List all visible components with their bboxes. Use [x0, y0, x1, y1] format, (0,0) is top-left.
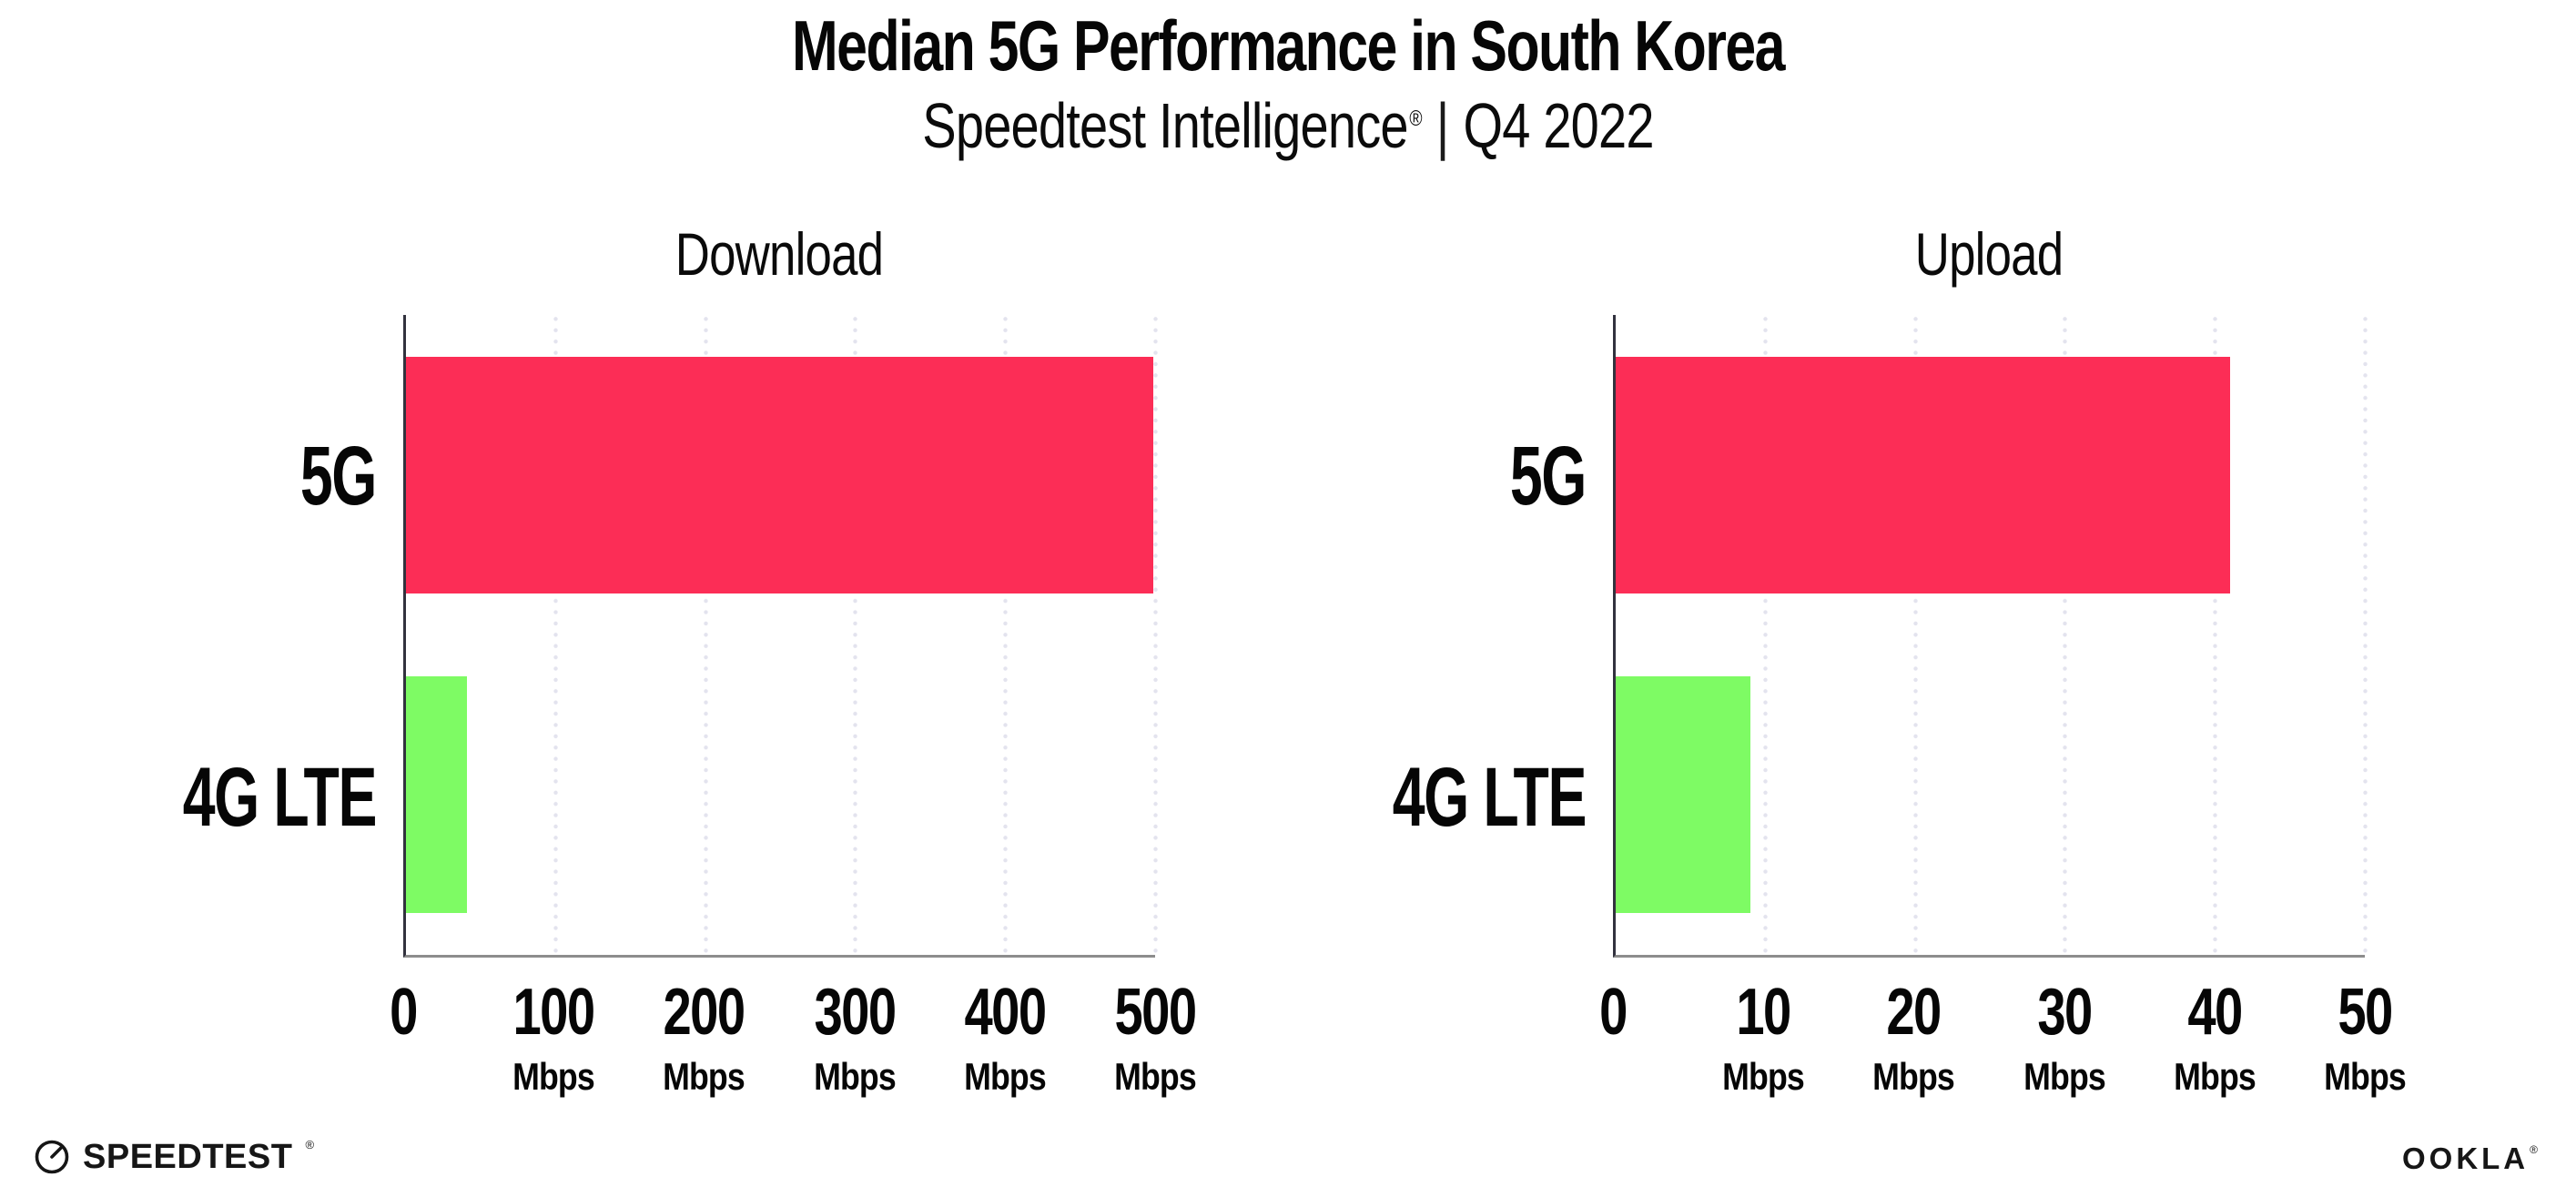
download-chart-title: Download — [675, 224, 1040, 284]
x-tick-400: 400 Mbps — [953, 979, 1057, 1096]
gridline-10 — [1763, 317, 1769, 955]
speedtest-wordmark: SPEEDTEST — [83, 1138, 293, 1176]
download-plot-area — [403, 315, 1158, 958]
upload-plot-area — [1613, 315, 2368, 958]
ookla-wordmark: OOKLA — [2401, 1141, 2530, 1175]
x-tick-value: 300 — [814, 976, 897, 1049]
speedtest-registered-mark: ® — [305, 1138, 315, 1151]
x-tick-30: 30 Mbps — [2016, 979, 2113, 1096]
x-tick-unit: Mbps — [2324, 1055, 2407, 1098]
category-label-5g: 5G — [299, 429, 378, 522]
x-tick-0: 0 — [1596, 979, 1630, 1096]
gridline-30 — [2063, 317, 2068, 955]
gridline-400 — [1002, 317, 1008, 955]
x-tick-20: 20 Mbps — [1866, 979, 1962, 1096]
x-tick-unit: Mbps — [1872, 1055, 1955, 1098]
speedtest-gauge-icon — [35, 1140, 69, 1174]
x-tick-unit: Mbps — [2173, 1055, 2257, 1098]
x-tick-500: 500 Mbps — [1103, 979, 1207, 1096]
gridline-500 — [1152, 317, 1158, 955]
x-tick-unit: Mbps — [1114, 1055, 1197, 1098]
x-tick-value: 10 — [1736, 976, 1792, 1049]
gridline-100 — [553, 317, 559, 955]
category-label-5g: 5G — [1509, 429, 1587, 522]
upload-chart-title: Upload — [1915, 224, 2174, 284]
x-tick-value: 100 — [512, 976, 596, 1049]
subtitle-separator: | — [1435, 90, 1450, 161]
x-tick-unit: Mbps — [512, 1055, 595, 1098]
category-label-4g-lte: 4G LTE — [1392, 750, 1587, 844]
page-title: Median 5G Performance in South Korea — [792, 8, 2560, 84]
x-tick-value: 400 — [964, 976, 1047, 1049]
x-tick-300: 300 Mbps — [803, 979, 907, 1096]
speedtest-logo: SPEEDTEST ® — [33, 1138, 314, 1176]
5g-bar — [1616, 356, 2230, 593]
4g-lte-bar — [1616, 676, 1751, 914]
x-tick-unit: Mbps — [813, 1055, 897, 1098]
x-tick-value: 50 — [2338, 976, 2393, 1049]
x-tick-0: 0 — [386, 979, 421, 1096]
page-subtitle: Speedtest Intelligence® | Q4 2022 — [922, 92, 2202, 160]
gridline-300 — [853, 317, 858, 955]
4g-lte-bar — [406, 676, 468, 914]
5g-bar — [406, 356, 1154, 593]
gridline-20 — [1912, 317, 1918, 955]
x-tick-value: 0 — [390, 976, 418, 1049]
gridline-50 — [2362, 317, 2368, 955]
x-tick-40: 40 Mbps — [2166, 979, 2263, 1096]
x-tick-unit: Mbps — [2023, 1055, 2106, 1098]
x-tick-value: 40 — [2187, 976, 2243, 1049]
x-tick-50: 50 Mbps — [2317, 979, 2413, 1096]
x-tick-unit: Mbps — [963, 1055, 1047, 1098]
x-tick-200: 200 Mbps — [652, 979, 756, 1096]
x-tick-unit — [1598, 1058, 1628, 1096]
x-tick-100: 100 Mbps — [502, 979, 605, 1096]
registered-mark: ® — [1409, 106, 1422, 131]
ookla-logo: OOKLA ® — [2402, 1143, 2538, 1173]
x-tick-value: 20 — [1886, 976, 1942, 1049]
download-chart-title-text: Download — [674, 220, 884, 288]
page-subtitle-text: Speedtest Intelligence® | Q4 2022 — [922, 90, 1654, 161]
x-tick-value: 500 — [1114, 976, 1197, 1049]
x-tick-unit: Mbps — [663, 1055, 745, 1098]
subtitle-brand: Speedtest Intelligence — [922, 90, 1408, 161]
x-tick-value: 200 — [663, 976, 746, 1049]
subtitle-period: Q4 2022 — [1463, 90, 1654, 161]
x-tick-unit: Mbps — [1722, 1055, 1805, 1098]
x-tick-value: 0 — [1599, 976, 1628, 1049]
gridline-40 — [2212, 317, 2217, 955]
x-tick-10: 10 Mbps — [1715, 979, 1811, 1096]
page-title-text: Median 5G Performance in South Korea — [792, 5, 1785, 86]
category-label-4g-lte: 4G LTE — [182, 750, 378, 844]
x-tick-value: 30 — [2036, 976, 2093, 1049]
ookla-registered-mark: ® — [2530, 1143, 2538, 1156]
upload-chart-title-text: Upload — [1914, 220, 2064, 288]
gridline-200 — [703, 317, 708, 955]
